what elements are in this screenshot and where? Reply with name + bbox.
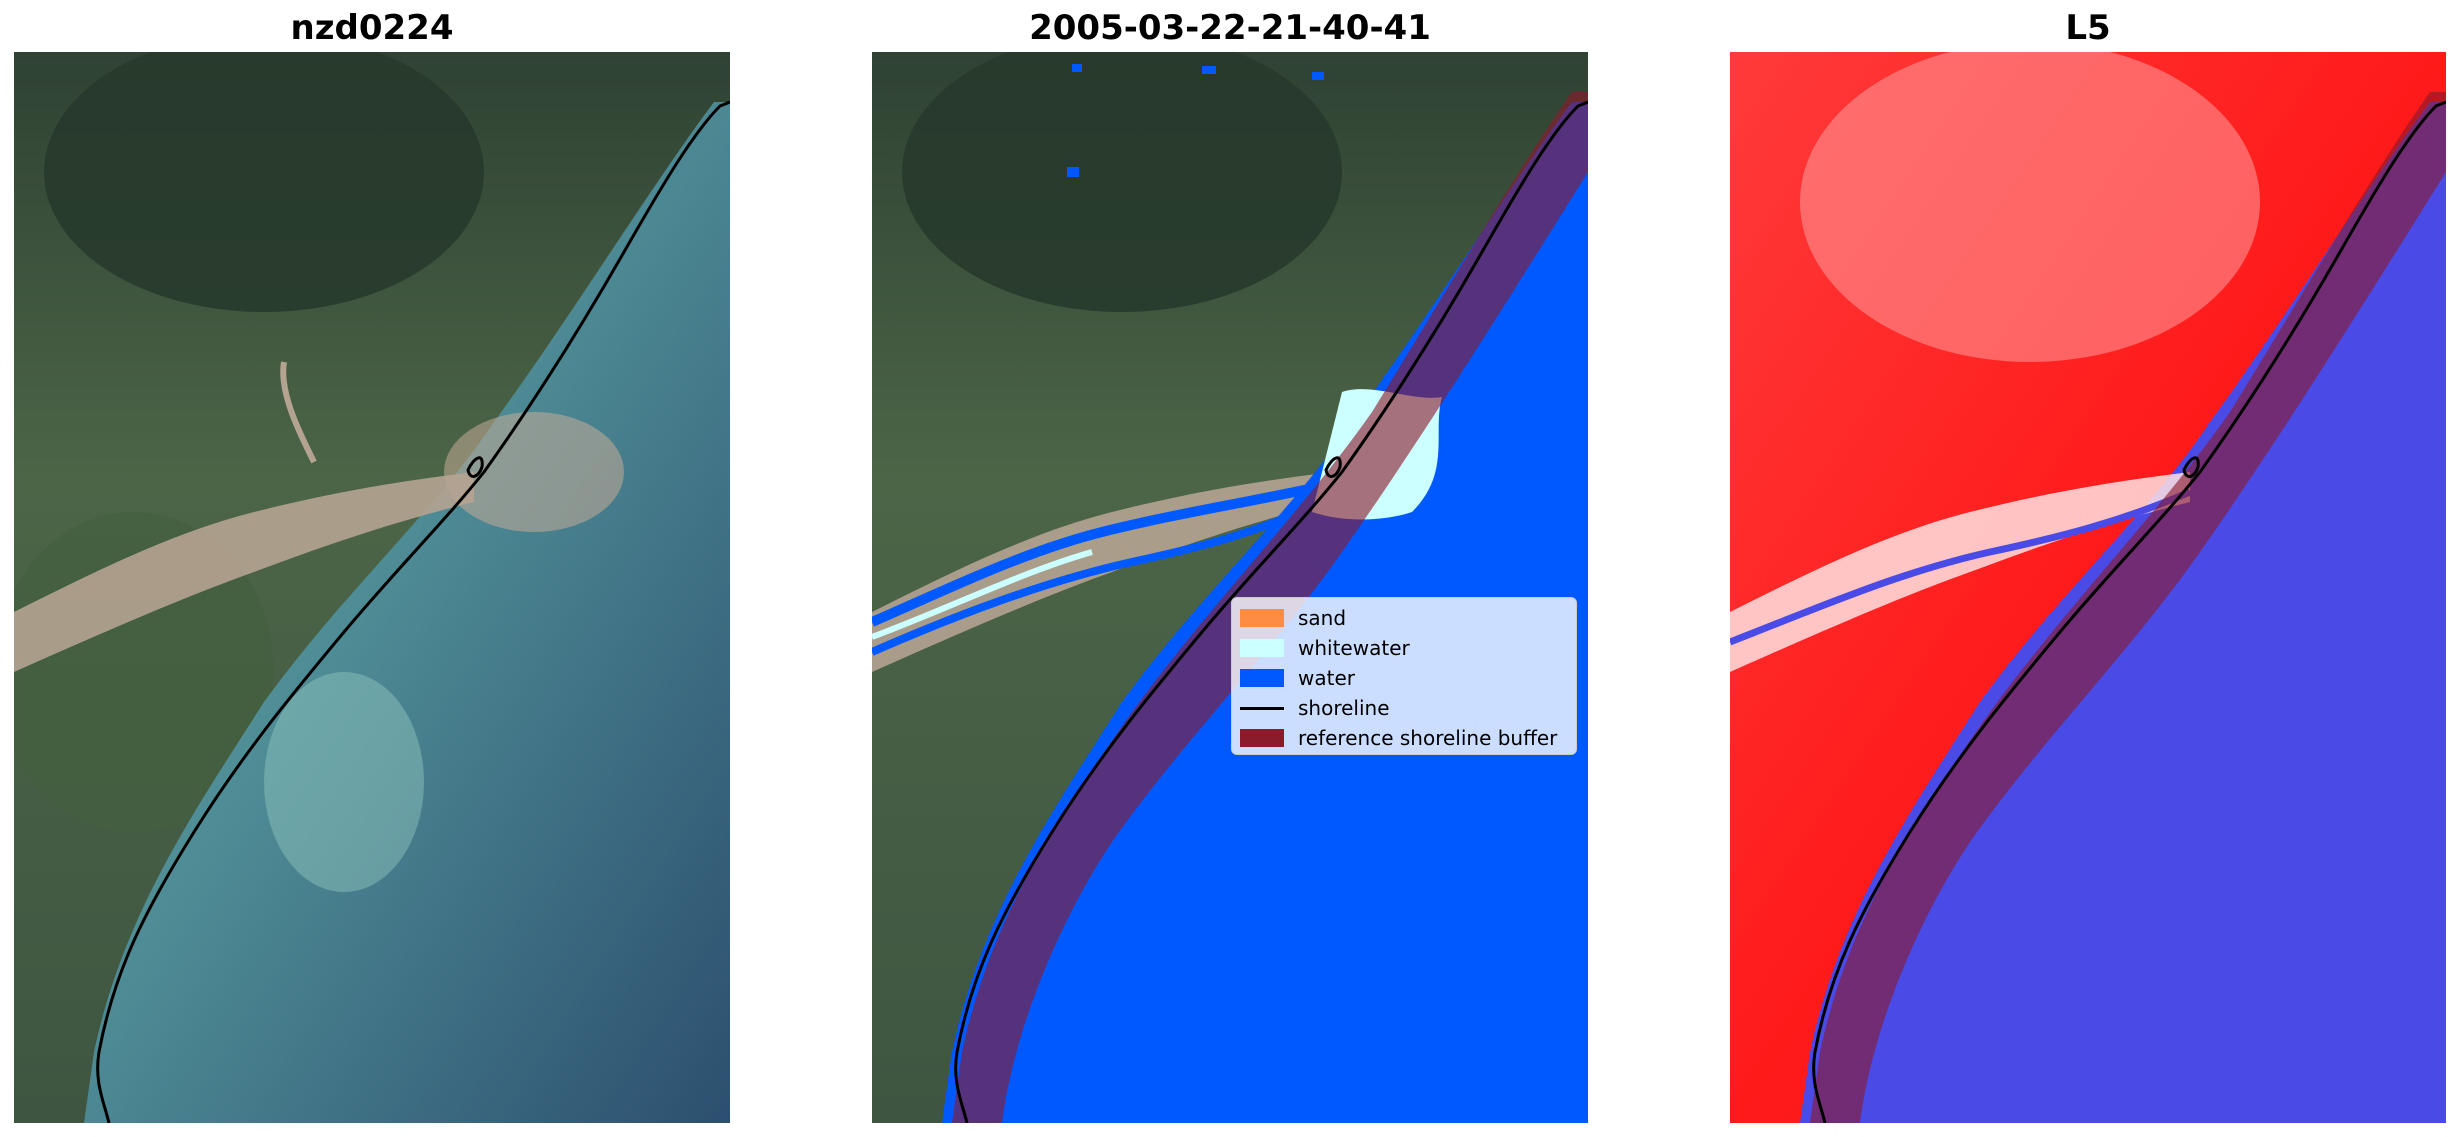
legend-line-shoreline (1240, 706, 1284, 710)
river-whitewater-class (872, 549, 1093, 640)
water-speck (1067, 167, 1079, 177)
forest-area (44, 52, 484, 312)
shoreline (1812, 100, 2446, 1123)
legend-item-sand: sand (1232, 603, 1576, 633)
sea-area (84, 102, 730, 1123)
legend: sand whitewater water shoreline referenc… (1231, 597, 1577, 755)
river-water-class-2 (872, 493, 1334, 656)
shoreline-island (466, 456, 484, 478)
index-image (1730, 52, 2446, 1123)
forest-area (902, 52, 1342, 312)
river-bed (1730, 472, 2190, 672)
legend-label: sand (1298, 606, 1347, 630)
shallow-water (264, 672, 424, 892)
bright-terrain (1800, 52, 2260, 362)
legend-item-buffer: reference shoreline buffer (1232, 723, 1576, 753)
legend-label: water (1298, 666, 1355, 690)
legend-swatch-sand (1240, 609, 1284, 627)
shoreline-island (2182, 456, 2200, 478)
index-panel (1730, 52, 2446, 1123)
shoreline-island (1324, 456, 1342, 478)
river-sand-bed (14, 472, 474, 672)
river-water-class (872, 479, 1334, 627)
water-speck (1312, 72, 1324, 80)
legend-swatch-whitewater (1240, 639, 1284, 657)
classification-panel (872, 52, 1588, 1123)
legend-item-whitewater: whitewater (1232, 633, 1576, 663)
river-water (1730, 488, 2192, 646)
rgb-image-panel (14, 52, 730, 1123)
legend-label: whitewater (1298, 636, 1410, 660)
legend-item-shoreline: shoreline (1232, 693, 1576, 723)
legend-swatch-buffer (1240, 729, 1284, 747)
sediment-plume (444, 412, 624, 532)
legend-label: reference shoreline buffer (1298, 726, 1558, 750)
classified-image (872, 52, 1588, 1123)
water-speck (1072, 64, 1082, 72)
shoreline (96, 100, 730, 1123)
panel-2-title: 2005-03-22-21-40-41 (1029, 8, 1431, 48)
legend-label: shoreline (1298, 696, 1390, 720)
rgb-satellite-image (14, 52, 730, 1123)
panel-3-title: L5 (2065, 8, 2111, 48)
reference-shoreline-buffer (1810, 92, 2446, 1123)
legend-item-water: water (1232, 663, 1576, 693)
legend-swatch-water (1240, 669, 1284, 687)
shoreline (954, 100, 1588, 1123)
water-speck (1202, 66, 1216, 74)
panel-1-title: nzd0224 (290, 8, 454, 48)
river-channel (280, 361, 317, 464)
